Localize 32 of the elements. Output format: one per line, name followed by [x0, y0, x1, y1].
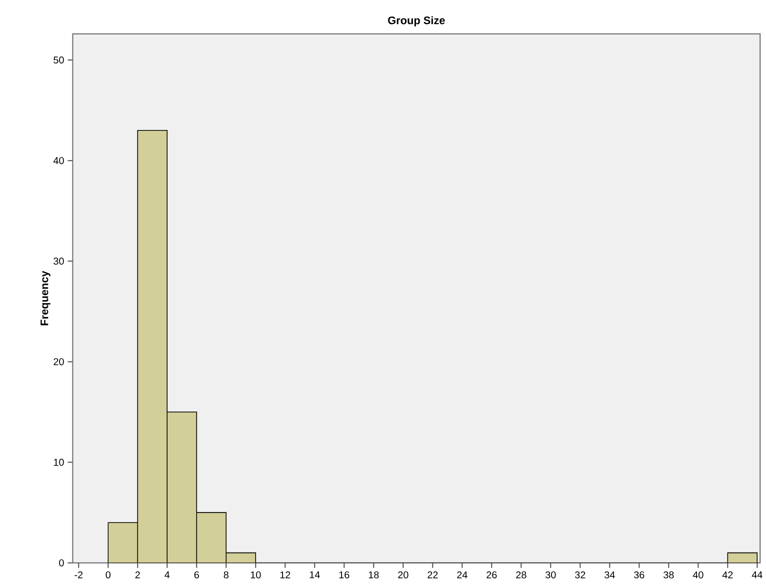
y-tick-label: 10: [54, 458, 64, 466]
x-tick-label: 28: [516, 571, 526, 578]
x-tick-label: 16: [339, 571, 350, 578]
x-tick-label: 8: [224, 571, 228, 578]
x-tick-label: 42: [722, 571, 733, 578]
y-tick-label: 40: [53, 157, 64, 164]
y-axis-title: Frequency: [40, 270, 50, 326]
x-tick-label: 14: [310, 571, 320, 578]
x-tick-label: 30: [546, 571, 556, 578]
x-tick-label: 20: [398, 571, 408, 578]
x-tick-label: 34: [604, 571, 615, 578]
x-tick-label: 36: [634, 571, 644, 578]
x-tick-label: 44: [752, 571, 762, 578]
chart-title: Group Size: [388, 16, 445, 26]
y-tick-label: 30: [54, 258, 64, 265]
x-tick-label: 12: [280, 571, 290, 578]
x-tick-label: 4: [164, 571, 170, 578]
x-tick-label: 32: [575, 571, 586, 578]
y-tick-label: 0: [59, 559, 64, 566]
x-tick-label: 10: [250, 571, 261, 578]
x-tick-label: 0: [106, 571, 111, 578]
x-tick-label: 18: [368, 571, 379, 578]
x-tick-label: -2: [74, 571, 83, 578]
y-tick-label: 20: [54, 358, 64, 366]
x-tick-label: 6: [194, 571, 199, 578]
x-tick-label: 26: [486, 571, 497, 578]
x-tick-label: 38: [664, 571, 674, 578]
x-tick-label: 2: [135, 571, 140, 578]
y-tick-label: 50: [54, 56, 64, 64]
x-tick-label: 40: [692, 571, 704, 578]
x-tick-label: 24: [457, 571, 468, 578]
x-tick-label: 22: [428, 571, 438, 578]
